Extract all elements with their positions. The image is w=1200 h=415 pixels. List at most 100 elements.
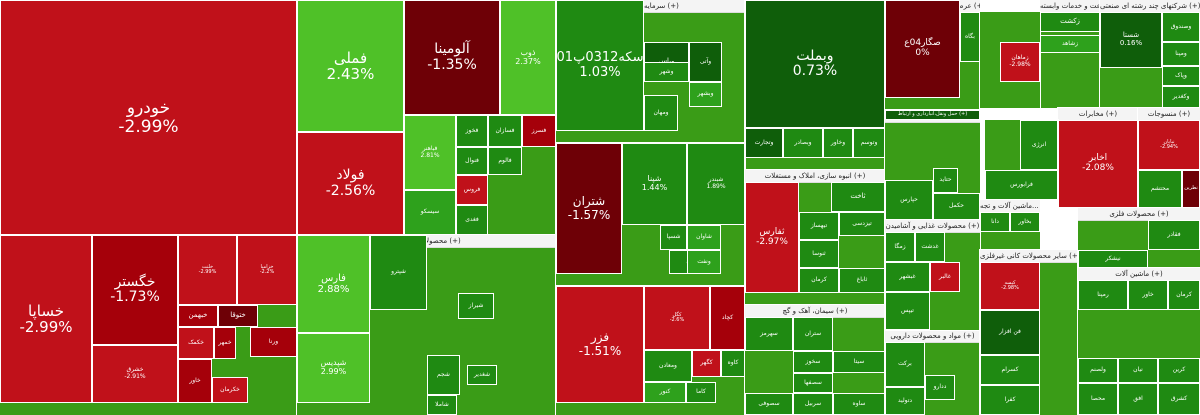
stock-tile-حمل-ونقل،انبارداری-و-ارتباط[interactable]: حمل ونقل،انبارداری و ارتباط (+) <box>885 110 980 120</box>
stock-tile-صگار04ع[interactable]: صگار04ع 0% <box>885 0 960 98</box>
stock-tile-فنوال[interactable]: فنوال <box>456 147 488 175</box>
stock-tile-انرژی[interactable]: انرژی <box>1020 120 1058 170</box>
stock-tile-محتشم[interactable]: محتشم <box>1138 170 1182 208</box>
sector-zamahan[interactable]: زماهان -2.98% <box>979 11 1041 109</box>
stock-tile-شجم[interactable]: شجم <box>427 355 460 395</box>
stock-tile-کرمان[interactable]: کرمان <box>799 268 839 293</box>
stock-tile-شبندر[interactable]: شبندر 1.89% <box>687 143 745 225</box>
stock-tile-خزامیا[interactable]: خزامیا -2.2% <box>237 235 297 305</box>
stock-tile-سیتا[interactable]: سیتا <box>833 351 885 373</box>
stock-tile-کرین[interactable]: کرین <box>1158 358 1200 383</box>
stock-tile-وشهر[interactable]: وشهر <box>644 62 689 82</box>
sector-metal[interactable]: فلزات اساسی (+)فملی2.43%آلومینا-1.35%ذوب… <box>296 0 557 236</box>
stock-tile-فسازان[interactable]: فسازان <box>488 115 522 147</box>
stock-tile-کسرام[interactable]: کسرام <box>980 355 1040 385</box>
stock-tile-فروس[interactable]: فروس <box>456 175 488 205</box>
stock-tile-رمپنا[interactable]: رمپنا <box>1078 280 1128 310</box>
stock-tile-سکه0312پ01[interactable]: سکه0312پ01 1.03% <box>556 0 644 131</box>
stock-tile-آلومینا[interactable]: آلومینا -1.35% <box>404 0 500 115</box>
sector-pharma[interactable]: مواد و محصولات دارویی (+) برکت دتولید ددارو <box>884 329 981 415</box>
stock-tile-ساوه[interactable]: ساوه <box>833 393 885 415</box>
stock-tile-نطرین[interactable]: نطرین <box>1182 170 1200 208</box>
stock-tile-وپاک[interactable]: وپاک <box>1162 66 1200 86</box>
stock-tile-ددارو[interactable]: ددارو <box>925 375 955 400</box>
stock-tile-فخوز[interactable]: فخوز <box>456 115 488 147</box>
stock-tile-خاور[interactable]: خاور <box>1128 280 1168 310</box>
stock-tile-وکغدیر[interactable]: وکغدیر <box>1162 86 1200 108</box>
stock-tile-فن-افزار[interactable]: فن افزار <box>980 310 1040 355</box>
stock-tile-ختوقا[interactable]: ختوقا <box>218 305 258 327</box>
stock-tile-وصندوق[interactable]: وصندوق <box>1162 12 1200 42</box>
stock-tile-ثفارس[interactable]: ثفارس -2.97% <box>745 182 799 293</box>
stock-tile-تیهساز[interactable]: تیهساز <box>799 212 839 240</box>
sector-cement[interactable]: سیمان، آهک و گچ (+) سهرمز ستران سخوز سیتا سصف… <box>744 304 886 415</box>
stock-tile-کنور[interactable]: کنور <box>644 382 686 403</box>
stock-tile-ورنا[interactable]: ورنا <box>250 327 297 357</box>
stock-tile-محصا[interactable]: محصا <box>1078 383 1118 415</box>
stock-tile-زماهان[interactable]: زماهان -2.98% <box>1000 42 1040 82</box>
stock-tile-وخاور[interactable]: وخاور <box>823 128 853 158</box>
stock-tile-کیسه[interactable]: کیسه -2.98% <box>980 262 1040 310</box>
stock-tile-شاملا[interactable]: شاملا <box>427 395 457 415</box>
stock-tile-سصفها[interactable]: سصفها <box>793 373 833 393</box>
stock-tile-فقادر[interactable]: فقادر <box>1148 220 1200 250</box>
sector-food[interactable]: محصولات غذایی و آشامیدن (+) زمگا غدشت غالبر… <box>884 219 981 331</box>
stock-tile-سربیل[interactable]: سربیل <box>793 393 833 415</box>
stock-tile-خبهمن[interactable]: خبهمن <box>178 305 218 327</box>
stock-tile-سخوز[interactable]: سخوز <box>793 351 833 373</box>
sector-title[interactable]: مواد و محصولات دارویی (+) <box>885 330 980 343</box>
stock-tile-نبایان[interactable]: نبایان -2.94% <box>1138 120 1200 170</box>
stock-tile-ثاباغ[interactable]: ثاباغ <box>839 268 885 293</box>
stock-tile-ولصنم[interactable]: ولصنم <box>1078 358 1118 383</box>
stock-tile-بخاور[interactable]: بخاور <box>1010 212 1040 232</box>
sector-invest[interactable]: سرمایه گذاریها (+)سکه0312پ011.03%ومهانوپ… <box>555 0 746 144</box>
stock-tile-ومعادن[interactable]: ومعادن <box>644 350 692 382</box>
stock-tile-ذوب[interactable]: ذوب 2.37% <box>500 0 556 115</box>
stock-tile-بگاه[interactable]: بگاه <box>960 12 980 62</box>
sector-title[interactable]: انبوه سازی، املاک و مستغلات (+) <box>745 170 885 183</box>
stock-tile-حپارس[interactable]: حپارس <box>885 180 933 220</box>
stock-tile-ستران[interactable]: ستران <box>793 317 833 351</box>
sector-retail[interactable]: ماشین آلات (+) رمپنا خاور کرمان ولصنم نیان کری… <box>1077 267 1200 415</box>
sector-tech[interactable]: محصولات فلزی (+) فقادر نیشکر <box>1077 207 1200 269</box>
sector-utility[interactable]: عرضه برق، گاز، بخاروآب گرم (+)صگار04ع0%ب… <box>884 0 981 111</box>
stock-tile-غالبر[interactable]: غالبر <box>930 262 960 292</box>
stock-tile-فرابورس[interactable]: فرابورس <box>985 170 1058 200</box>
stock-tile-فملی[interactable]: فملی 2.43% <box>297 0 404 132</box>
stock-tile-کگل[interactable]: کگل -2.6% <box>644 286 710 350</box>
stock-tile-کشرق[interactable]: کشرق <box>1158 383 1200 415</box>
stock-tile-اخابر[interactable]: اخابر -2.08% <box>1058 120 1138 208</box>
stock-tile-غبشهر[interactable]: غبشهر <box>885 262 930 292</box>
stock-tile-شپترو[interactable]: شپترو <box>370 235 427 310</box>
stock-tile-وتجارت[interactable]: وتجارت <box>745 128 783 158</box>
stock-tile-خاور[interactable]: خاور <box>178 359 212 403</box>
stock-tile-شتران[interactable]: شتران -1.57% <box>556 143 622 274</box>
stock-tile-دانا[interactable]: دانا <box>980 212 1010 232</box>
stock-tile-تیزدسی[interactable]: تیزدسی <box>839 212 885 236</box>
sector-banks[interactable]: بانکها و موسسات اعتباری (+)وبملت0.73%وتج… <box>744 0 886 171</box>
stock-tile-سصوفی[interactable]: سصوفی <box>745 393 793 415</box>
stock-tile-خمهر[interactable]: خمهر <box>214 327 236 359</box>
stock-tile-شاوان[interactable]: شاوان <box>687 225 721 250</box>
stock-tile-ومپنا[interactable]: ومپنا <box>1162 42 1200 66</box>
stock-tile-فسرز[interactable]: فسرز <box>522 115 556 147</box>
sector-chem[interactable]: محصولات شیمیایی (+)فارس2.88%شپدیس2.99%شی… <box>296 234 557 415</box>
stock-tile-خکرمان[interactable]: خکرمان <box>212 377 248 403</box>
stock-tile-کگهر[interactable]: کگهر <box>692 350 721 377</box>
stock-tile-ومهان[interactable]: ومهان <box>644 95 678 131</box>
stock-tile-زمگا[interactable]: زمگا <box>885 232 915 262</box>
stock-tile-خکمک[interactable]: خکمک <box>178 327 214 359</box>
stock-tile-نیان[interactable]: نیان <box>1118 358 1158 383</box>
stock-tile-زکشت[interactable]: زکشت <box>1040 12 1100 32</box>
stock-tile-خشرق[interactable]: خشرق -2.91% <box>92 345 178 403</box>
sector-misc[interactable]: سایر محصولات کانی غیرفلزی (+)کیسه-2.98%ف… <box>979 249 1079 415</box>
stock-tile-کفرا[interactable]: کفرا <box>980 385 1040 415</box>
sector-title[interactable]: محصولات فلزی (+) <box>1078 208 1200 221</box>
stock-tile-وآتی[interactable]: وآتی <box>689 42 722 82</box>
stock-tile-غدشت[interactable]: غدشت <box>915 232 945 262</box>
sector-comm[interactable]: مخابرات (+) اخابر -2.08% <box>1057 107 1139 209</box>
stock-tile-خودرو[interactable]: خودرو -2.99% <box>0 0 297 235</box>
sector-oil[interactable]: فراورده هاي نفتي، كك و سوخت هسته اي (+)ش… <box>555 142 746 287</box>
stock-tile-خگستر[interactable]: خگستر -1.73% <box>92 235 178 345</box>
stock-tile-ثاخت[interactable]: ثاخت <box>831 182 885 212</box>
